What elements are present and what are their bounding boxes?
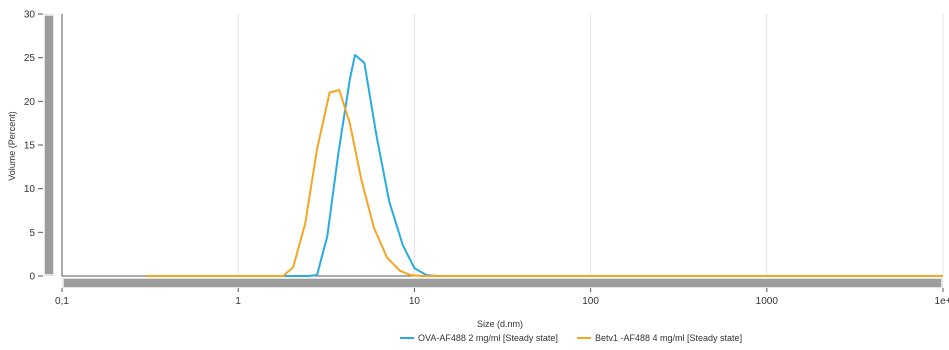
x-scrollbar-thumb[interactable] [64,279,941,287]
legend: OVA-AF488 2 mg/ml [Steady state] Betv1 -A… [400,333,742,343]
x-tick-label: 0,1 [55,296,69,307]
x-ticks: 0,1 1 10 100 1000 1e+ [55,288,949,307]
y-tick-label: 15 [24,141,36,152]
y-ticks: 0 5 10 15 20 25 30 [24,10,43,283]
x-tick-label: 10 [409,296,421,307]
y-tick-label: 0 [29,272,35,283]
y-tick-label: 10 [24,184,36,195]
plot-background [62,14,943,276]
y-tick-label: 30 [24,10,36,21]
legend-label-2: Betv1 -AF488 4 mg/ml [Steady state] [595,333,742,343]
series-line-2 [146,89,943,277]
x-tick-label: 1000 [756,296,779,307]
x-tick-label: 100 [582,296,599,307]
y-tick-label: 25 [24,53,36,64]
y-tick-label: 20 [24,97,36,108]
y-tick-label: 5 [29,228,35,239]
x-axis-title: Size (d.nm) [477,319,523,329]
y-axis-title: Volume (Percent) [7,111,17,181]
x-tick-label: 1e+ [935,296,949,307]
y-scrollbar-thumb[interactable] [45,16,53,274]
y-scrollbar[interactable] [44,14,54,276]
grid-lines [237,14,944,276]
x-tick-label: 1 [235,296,241,307]
series-lines [146,54,943,277]
legend-label-1: OVA-AF488 2 mg/ml [Steady state] [418,333,558,343]
x-scrollbar[interactable] [62,278,943,288]
